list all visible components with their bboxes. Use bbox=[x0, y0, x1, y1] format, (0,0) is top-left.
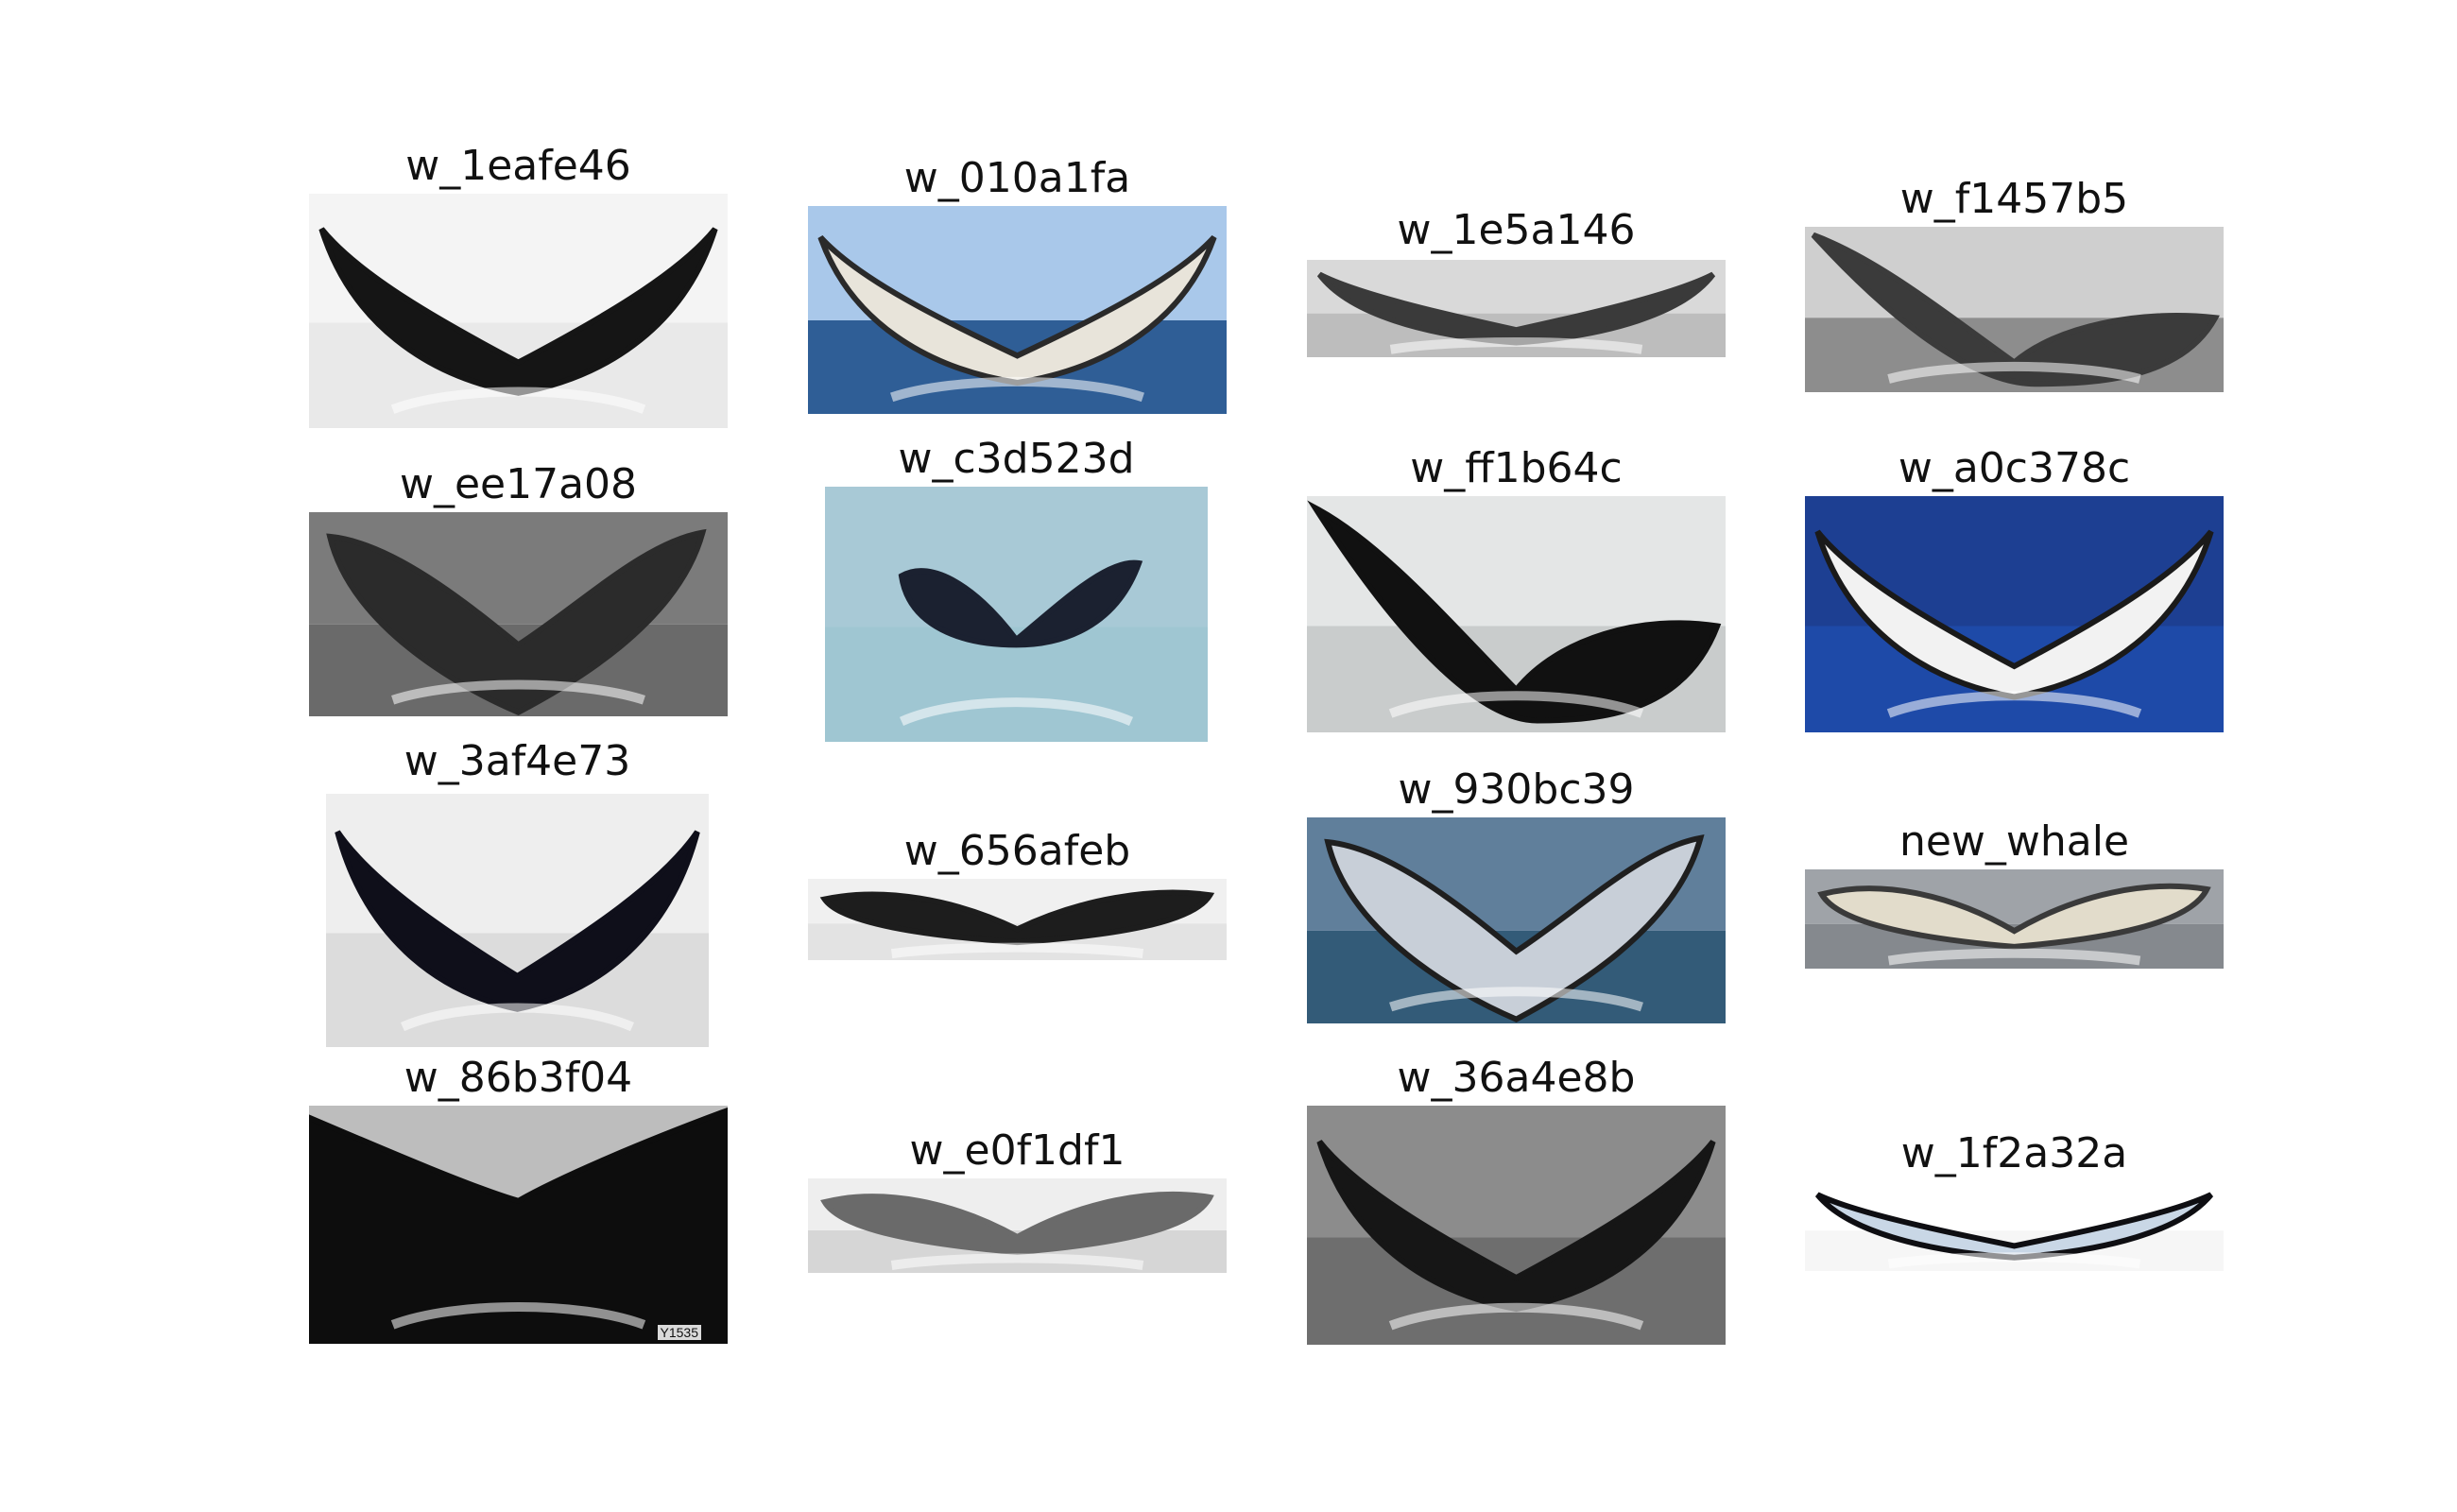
image-title: w_ee17a08 bbox=[399, 460, 638, 508]
image-title: w_1eafe46 bbox=[405, 142, 631, 190]
photo-svg bbox=[1307, 496, 1726, 732]
image-title: w_c3d523d bbox=[898, 435, 1135, 483]
image-title: w_656afeb bbox=[903, 827, 1131, 875]
whale-tail-photo bbox=[1805, 1181, 2224, 1271]
image-cell: w_010a1fa bbox=[808, 0, 1227, 414]
water-splash bbox=[400, 1003, 635, 1032]
whale-tail-photo bbox=[1805, 869, 2224, 969]
whale-tail-photo bbox=[1307, 1106, 1726, 1345]
image-title: w_f1457b5 bbox=[1899, 175, 2129, 223]
sky-region bbox=[825, 487, 1208, 627]
photo-svg bbox=[1805, 1181, 2224, 1271]
water-splash bbox=[899, 697, 1134, 726]
image-title: w_010a1fa bbox=[903, 154, 1131, 202]
water-splash bbox=[1887, 361, 2141, 384]
tail-fluke bbox=[1316, 1140, 1716, 1313]
tail-fluke bbox=[817, 234, 1217, 387]
image-cell: w_f1457b5 bbox=[1805, 0, 2224, 392]
photo-svg bbox=[1307, 817, 1726, 1023]
water-splash bbox=[1886, 691, 2142, 718]
whale-tail-photo bbox=[309, 194, 728, 428]
image-cell: new_whale bbox=[1805, 0, 2224, 969]
whale-tail-photo bbox=[1307, 817, 1726, 1023]
photo-svg bbox=[808, 879, 1227, 960]
water-splash bbox=[1388, 1302, 1644, 1331]
photo-svg bbox=[808, 1178, 1227, 1273]
tail-fluke bbox=[819, 889, 1215, 946]
image-cell: w_1e5a146 bbox=[1307, 0, 1726, 357]
image-cell: w_1eafe46 bbox=[309, 0, 728, 428]
tail-fluke bbox=[820, 1191, 1214, 1256]
image-cell: w_930bc39 bbox=[1307, 0, 1726, 1023]
water-splash bbox=[890, 376, 1144, 403]
photo-svg bbox=[808, 206, 1227, 414]
whale-tail-photo bbox=[825, 487, 1208, 742]
water-splash bbox=[1388, 691, 1644, 718]
water-splash bbox=[1389, 337, 1643, 354]
image-title: w_1e5a146 bbox=[1397, 206, 1636, 254]
tail-fluke bbox=[1811, 232, 2220, 387]
tail-fluke bbox=[309, 1107, 728, 1344]
photo-svg bbox=[825, 487, 1208, 742]
whale-tail-photo bbox=[326, 794, 709, 1047]
image-title: w_3af4e73 bbox=[404, 737, 631, 785]
whale-tail-photo bbox=[1307, 260, 1726, 357]
water-splash bbox=[391, 679, 645, 705]
photo-watermark: Y1535 bbox=[657, 1325, 701, 1340]
whale-tail-photo bbox=[808, 879, 1227, 960]
photo-svg bbox=[309, 194, 728, 428]
image-cell: w_1f2a32a bbox=[1805, 0, 2224, 1271]
image-cell: w_656afeb bbox=[808, 0, 1227, 960]
image-cell: w_ee17a08 bbox=[309, 0, 728, 716]
image-cell: w_e0f1df1 bbox=[808, 0, 1227, 1273]
photo-svg bbox=[1307, 1106, 1726, 1345]
photo-svg bbox=[1307, 260, 1726, 357]
water-splash bbox=[390, 387, 646, 414]
tail-fluke bbox=[1817, 883, 2211, 950]
tail-fluke bbox=[1814, 1192, 2214, 1261]
whale-tail-photo bbox=[808, 1178, 1227, 1273]
image-cell: w_36a4e8b bbox=[1307, 0, 1726, 1345]
photo-svg bbox=[1805, 869, 2224, 969]
photo-svg bbox=[1805, 496, 2224, 732]
image-title: w_ff1b64c bbox=[1410, 444, 1623, 492]
image-cell: w_a0c378c bbox=[1805, 0, 2224, 732]
image-title: w_36a4e8b bbox=[1397, 1054, 1636, 1102]
whale-tail-photo bbox=[808, 206, 1227, 414]
photo-svg bbox=[326, 794, 709, 1047]
image-cell: w_ff1b64c bbox=[1307, 0, 1726, 732]
tail-fluke bbox=[1324, 834, 1705, 1022]
water-splash bbox=[1887, 1252, 2141, 1269]
tail-fluke bbox=[1316, 271, 1716, 346]
water-splash bbox=[1887, 948, 2141, 966]
image-title: new_whale bbox=[1899, 817, 2130, 866]
tail-fluke bbox=[326, 528, 707, 715]
whale-tail-photo bbox=[309, 512, 728, 716]
tail-fluke bbox=[335, 830, 700, 1012]
whale-tail-photo bbox=[1805, 227, 2224, 392]
image-title: w_1f2a32a bbox=[1900, 1129, 2128, 1177]
photo-svg bbox=[309, 1106, 728, 1344]
tail-fluke bbox=[898, 559, 1143, 648]
image-cell: w_c3d523d bbox=[825, 0, 1208, 742]
image-cell: w_3af4e73 bbox=[326, 0, 709, 1047]
photo-svg bbox=[1805, 227, 2224, 392]
water-splash bbox=[890, 942, 1144, 959]
whale-tail-photo bbox=[1307, 496, 1726, 732]
tail-fluke bbox=[318, 227, 718, 396]
photo-svg bbox=[309, 512, 728, 716]
tail-fluke bbox=[1814, 529, 2214, 700]
water-splash bbox=[390, 1302, 646, 1330]
image-title: w_a0c378c bbox=[1898, 444, 2131, 492]
tail-fluke bbox=[1307, 500, 1722, 724]
water-splash bbox=[890, 1253, 1144, 1270]
whale-tail-photo: Y1535 bbox=[309, 1106, 728, 1344]
image-title: w_e0f1df1 bbox=[909, 1126, 1125, 1175]
water-splash bbox=[1389, 987, 1643, 1012]
image-title: w_86b3f04 bbox=[404, 1054, 633, 1102]
image-title: w_930bc39 bbox=[1398, 765, 1635, 814]
whale-tail-photo bbox=[1805, 496, 2224, 732]
image-cell: w_86b3f04 Y1535 bbox=[309, 0, 728, 1344]
